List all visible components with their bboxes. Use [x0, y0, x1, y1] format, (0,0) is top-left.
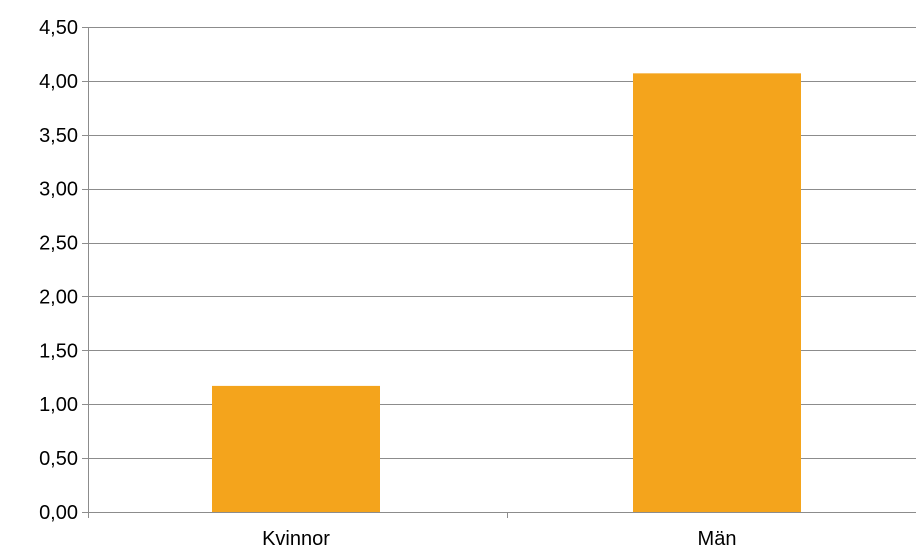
tick-labels: 0,00 0,50 1,00 1,50 2,00 2,50 3,00 3,50 4,00 4,50… [39, 17, 736, 550]
bars [212, 73, 801, 512]
y-tick-label: 4,50 [39, 17, 78, 39]
y-tick-label: 3,00 [39, 179, 78, 201]
y-tick-label: 1,00 [39, 394, 78, 416]
y-tick-label: 0,50 [39, 448, 78, 470]
bar-kvinnor [212, 385, 380, 512]
y-tick-label: 1,50 [39, 340, 78, 362]
bar-m-n [633, 73, 801, 512]
y-tick-label: 0,00 [39, 502, 78, 524]
y-tick-label: 2,00 [39, 286, 78, 308]
y-tick-label: 4,00 [39, 71, 78, 93]
y-tick-label: 2,50 [39, 233, 78, 255]
axes [82, 27, 916, 518]
y-tick-label: 3,50 [39, 125, 78, 147]
x-tick-label: Män [698, 528, 737, 550]
x-tick-label: Kvinnor [262, 528, 330, 550]
